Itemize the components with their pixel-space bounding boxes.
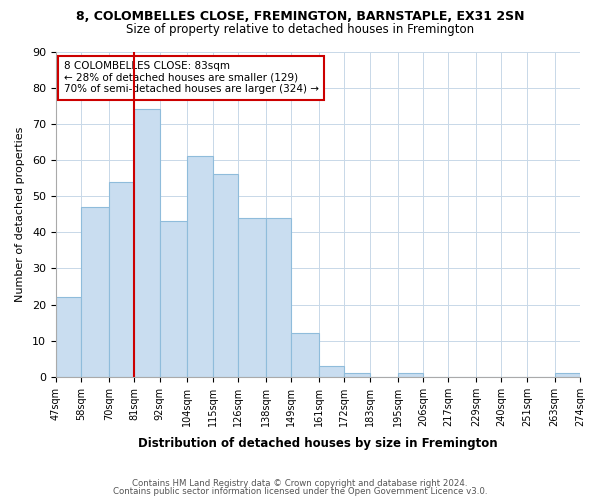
Bar [398,373,423,377]
X-axis label: Distribution of detached houses by size in Fremington: Distribution of detached houses by size … [138,437,498,450]
Bar [344,373,370,377]
Text: 8 COLOMBELLES CLOSE: 83sqm
← 28% of detached houses are smaller (129)
70% of sem: 8 COLOMBELLES CLOSE: 83sqm ← 28% of deta… [64,62,319,94]
Bar [81,207,109,377]
Bar [554,373,580,377]
Bar [292,334,319,377]
Text: Contains HM Land Registry data © Crown copyright and database right 2024.: Contains HM Land Registry data © Crown c… [132,478,468,488]
Bar [213,174,238,377]
Text: 8, COLOMBELLES CLOSE, FREMINGTON, BARNSTAPLE, EX31 2SN: 8, COLOMBELLES CLOSE, FREMINGTON, BARNST… [76,10,524,23]
Bar [134,110,160,377]
Bar [187,156,213,377]
Text: Size of property relative to detached houses in Fremington: Size of property relative to detached ho… [126,22,474,36]
Y-axis label: Number of detached properties: Number of detached properties [15,126,25,302]
Bar [160,222,187,377]
Bar [56,298,81,377]
Bar [238,218,266,377]
Bar [319,366,344,377]
Text: Contains public sector information licensed under the Open Government Licence v3: Contains public sector information licen… [113,487,487,496]
Bar [109,182,134,377]
Bar [266,218,292,377]
